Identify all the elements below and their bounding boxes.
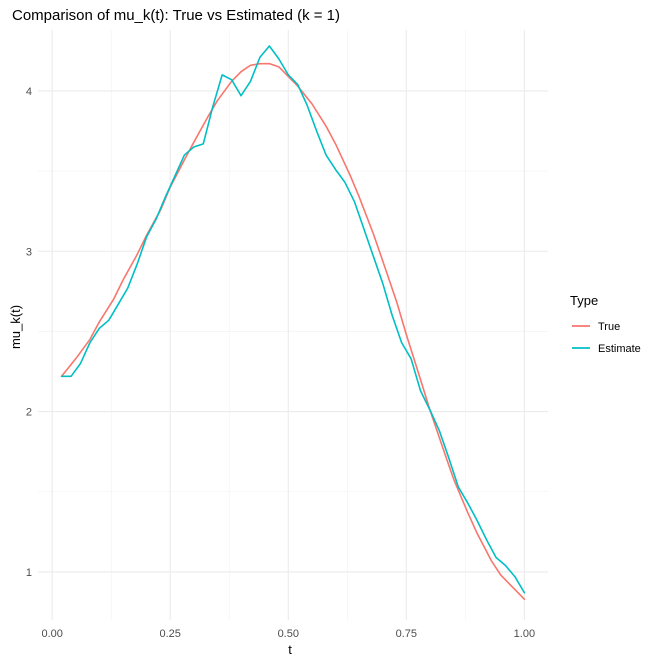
chart-title: Comparison of mu_k(t): True vs Estimated… <box>12 7 340 24</box>
x-tick-label: 0.75 <box>396 628 417 640</box>
y-tick-label: 2 <box>26 407 32 419</box>
series-line-estimate <box>60 45 526 594</box>
grid <box>38 30 548 620</box>
y-tick-label: 4 <box>26 86 32 98</box>
legend-label-estimate: Estimate <box>598 343 641 355</box>
axis-ticks: 0.00 0.25 0.50 0.75 1.00 1 2 3 4 <box>26 86 535 640</box>
x-tick-label: 0.50 <box>278 628 299 640</box>
y-tick-label: 1 <box>26 567 32 579</box>
legend-title: Type <box>570 293 598 308</box>
x-tick-label: 1.00 <box>514 628 535 640</box>
series-lines <box>60 45 526 600</box>
legend: Type True Estimate <box>570 293 641 355</box>
x-axis-title: t <box>288 642 292 657</box>
y-axis-title: mu_k(t) <box>8 305 23 349</box>
x-tick-label: 0.00 <box>41 628 62 640</box>
legend-label-true: True <box>598 321 620 333</box>
series-line-true <box>60 62 526 600</box>
y-tick-label: 3 <box>26 246 32 258</box>
x-tick-label: 0.25 <box>160 628 181 640</box>
